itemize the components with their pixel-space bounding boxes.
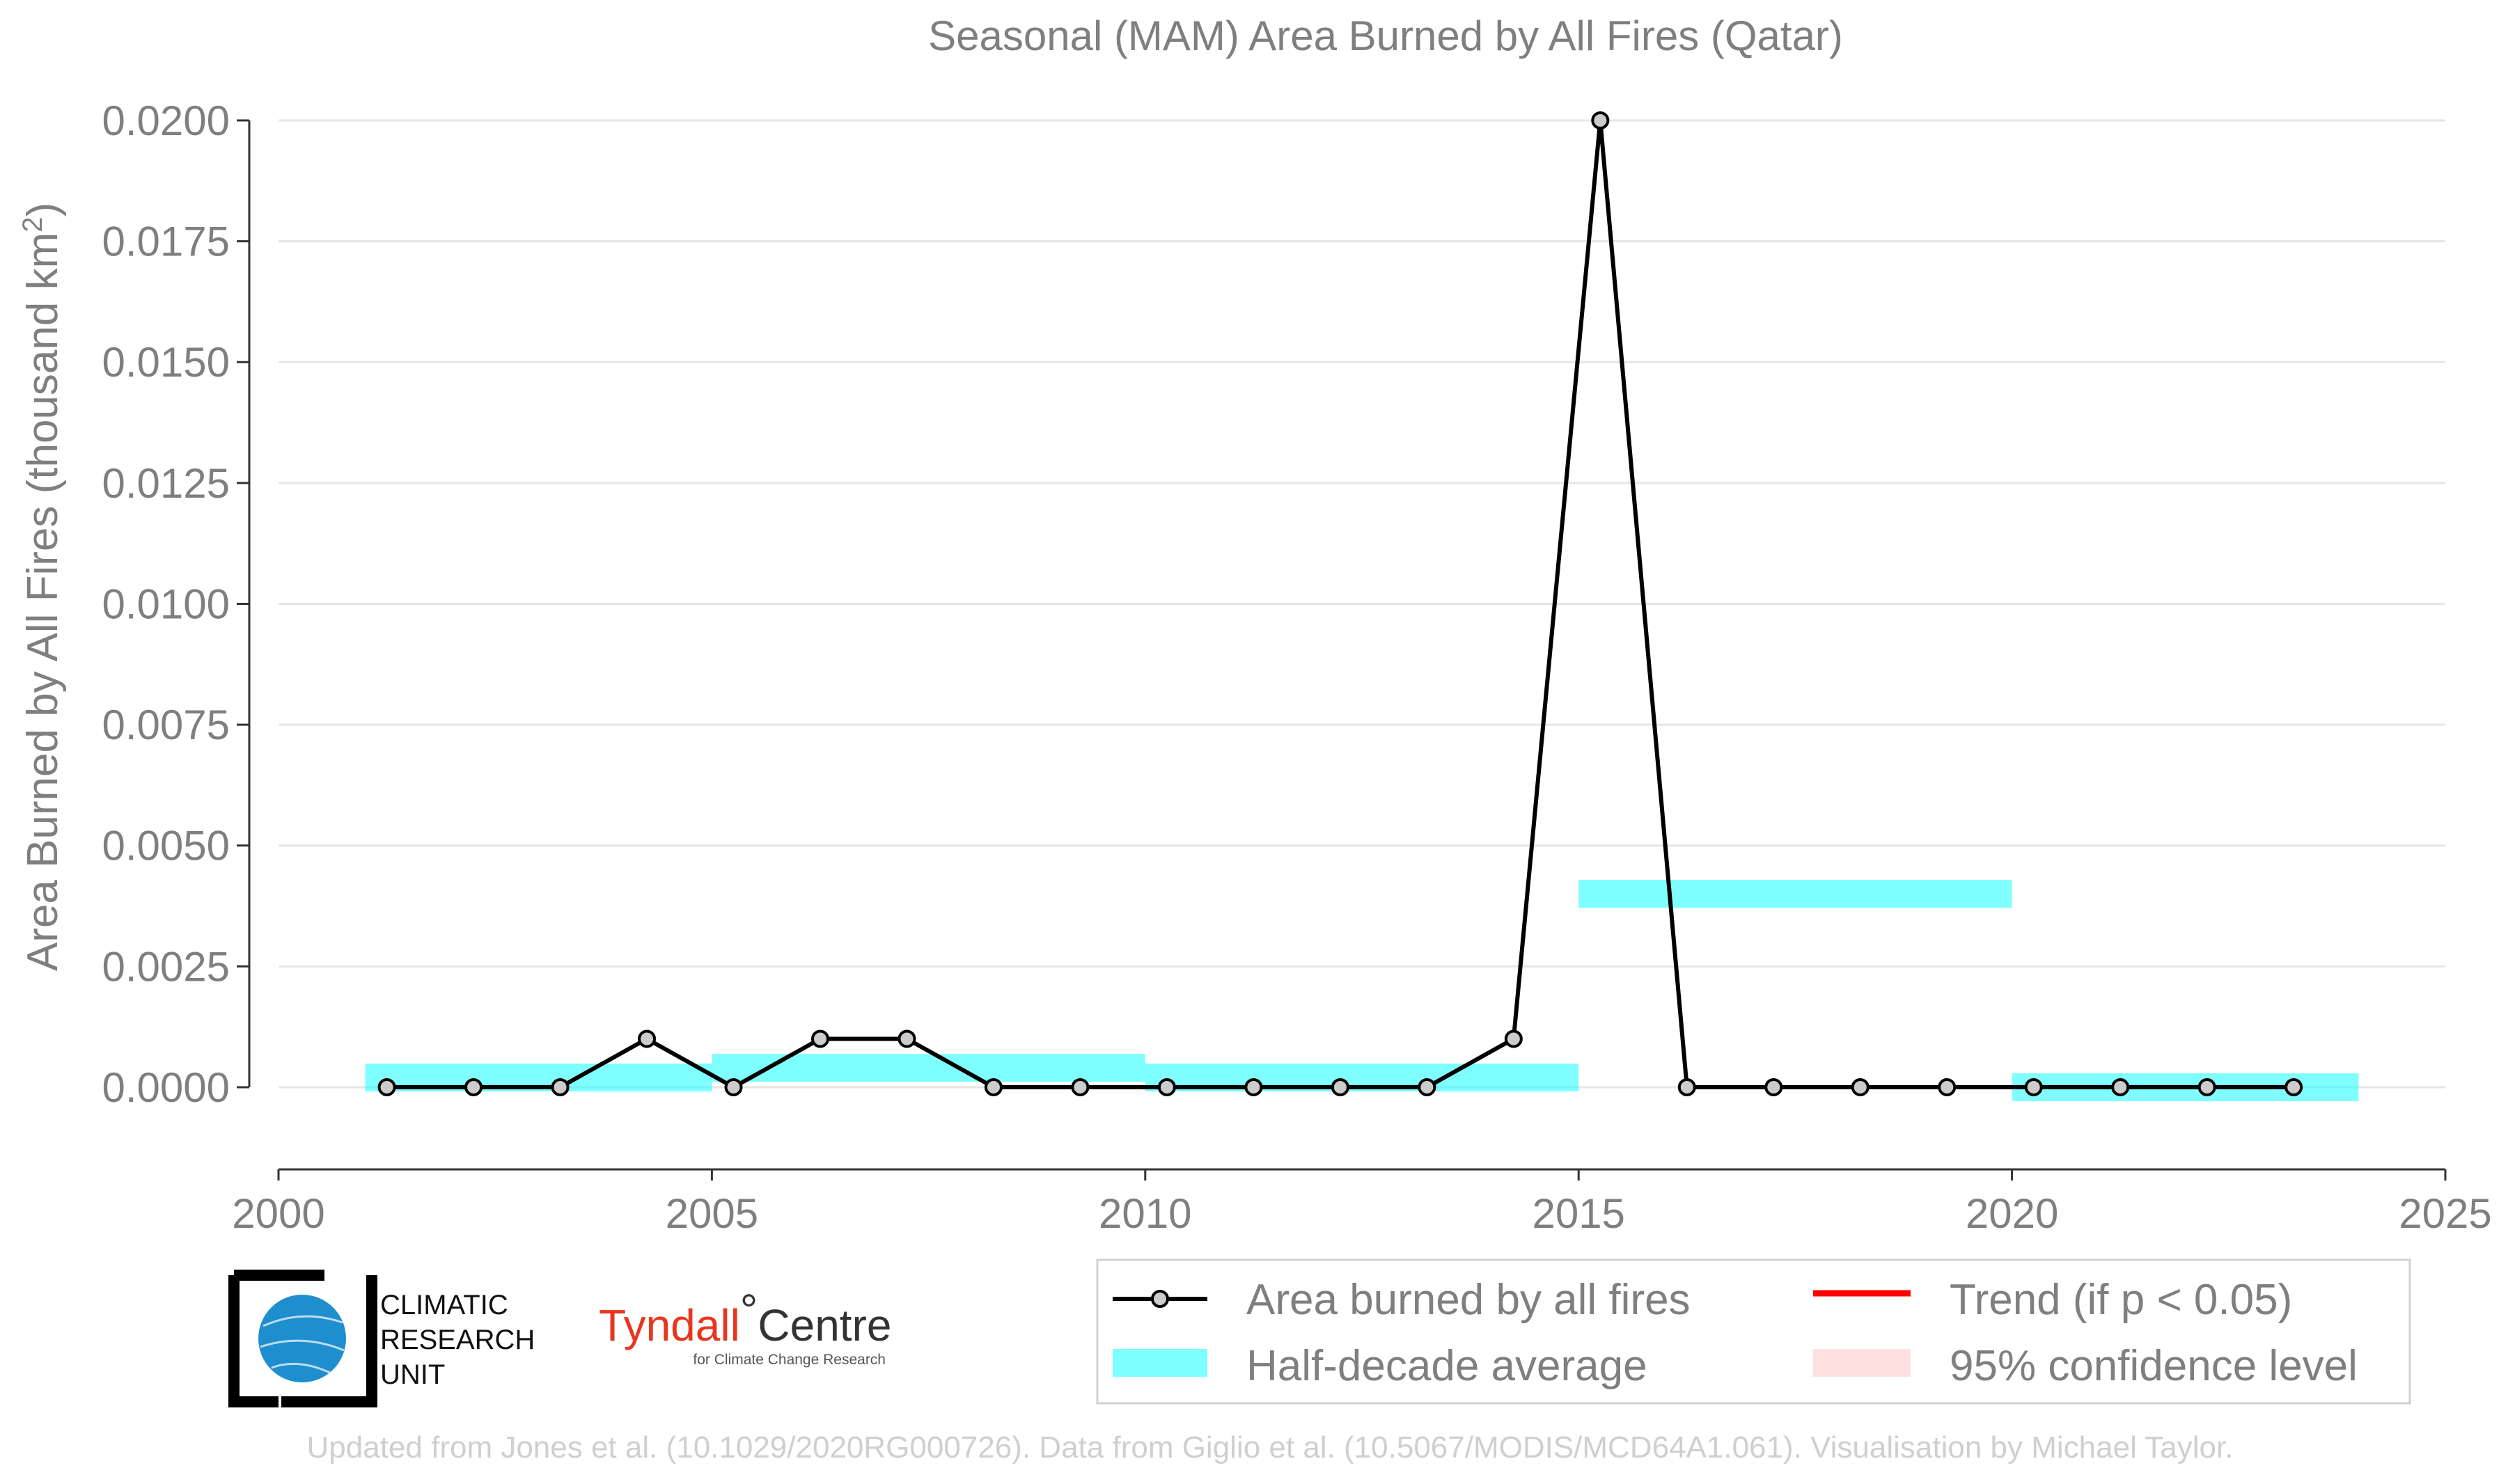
data-point (551, 1078, 570, 1096)
series-markers (377, 111, 2303, 1096)
data-point (2284, 1078, 2303, 1096)
data-point (2197, 1078, 2216, 1096)
data-point (1591, 111, 1610, 129)
data-point (724, 1078, 743, 1096)
y-axis-label-end: ) (19, 203, 67, 217)
legend-label-series: Area burned by all fires (1246, 1276, 1691, 1324)
tyndall-degree: ° (740, 1285, 758, 1335)
cru-logo: CLIMATIC RESEARCH UNIT (228, 1270, 535, 1407)
cru-logo-frame (228, 1270, 377, 1407)
half-decade-average-bar (712, 1054, 1145, 1082)
cru-logo-text-1: CLIMATIC (380, 1290, 508, 1320)
data-point (898, 1029, 916, 1048)
y-tick-label: 0.0125 (102, 460, 230, 507)
data-point (1244, 1078, 1263, 1096)
y-tick-label: 0.0150 (102, 339, 230, 386)
data-point (464, 1078, 483, 1096)
x-tick-label: 2005 (666, 1190, 758, 1237)
tyndall-subtitle: for Climate Change Research (693, 1352, 886, 1368)
data-point (1504, 1029, 1523, 1048)
y-tick-label: 0.0075 (102, 702, 230, 748)
x-tick-label: 2010 (1099, 1190, 1191, 1237)
data-point (1418, 1078, 1436, 1096)
tyndall-centre-word: Centre (758, 1300, 891, 1350)
cru-globe-lines (260, 1315, 345, 1376)
data-point (377, 1078, 396, 1096)
data-point (1764, 1078, 1783, 1096)
data-point (1677, 1078, 1696, 1096)
legend-label-confidence: 95% confidence level (1950, 1342, 2358, 1390)
tyndall-word: Tyndall (599, 1300, 740, 1350)
data-credit: Updated from Jones et al. (10.1029/2020R… (307, 1430, 2234, 1465)
data-point (1331, 1078, 1349, 1096)
data-point (638, 1029, 657, 1048)
chart-title: Seasonal (MAM) Area Burned by All Fires … (928, 13, 1843, 59)
cru-logo-text-3: UNIT (380, 1359, 445, 1390)
gridlines (279, 119, 2445, 1089)
y-axis-ticks: 0.0000 0.0025 0.0050 0.0075 0.0100 0.0125 0.01… (102, 97, 249, 1111)
data-point (1157, 1078, 1176, 1096)
legend-box (1096, 1258, 2411, 1405)
y-axis-label: Area Burned by All Fires (thousand km2) (17, 203, 67, 971)
y-tick-label: 0.0025 (102, 943, 230, 990)
y-tick-label: 0.0100 (102, 581, 230, 627)
data-point (2024, 1078, 2043, 1096)
half-decade-average-bars (365, 880, 2359, 1101)
half-decade-average-bar (1578, 880, 2012, 908)
data-point (1938, 1078, 1957, 1096)
y-axis-label-superscript: 2 (17, 217, 48, 232)
legend-swatch-half-decade (1113, 1349, 1207, 1377)
tyndall-logo: Tyndall°Centre for Climate Change Resear… (599, 1285, 891, 1368)
data-point (1851, 1078, 1870, 1096)
data-point (811, 1029, 829, 1048)
cru-logo-text-2: RESEARCH (380, 1325, 535, 1355)
tyndall-wordmark: Tyndall°Centre (599, 1285, 891, 1350)
x-tick-label: 2025 (2399, 1190, 2491, 1237)
y-tick-label: 0.0200 (102, 97, 230, 144)
legend: Area burned by all fires Trend (if p < 0… (1096, 1258, 2411, 1405)
data-point (2111, 1078, 2130, 1096)
legend-label-trend: Trend (if p < 0.05) (1950, 1276, 2292, 1324)
y-axis-label-text: Area Burned by All Fires (thousand km (19, 232, 67, 971)
data-point (1071, 1078, 1090, 1096)
y-tick-label: 0.0050 (102, 823, 230, 869)
cru-globe-icon (258, 1295, 346, 1382)
y-tick-label: 0.0175 (102, 219, 230, 265)
x-tick-label: 2015 (1532, 1190, 1624, 1237)
legend-swatch-series-marker (1151, 1290, 1169, 1308)
legend-label-half-decade: Half-decade average (1246, 1342, 1647, 1390)
y-tick-label: 0.0000 (102, 1064, 230, 1111)
data-point (984, 1078, 1003, 1096)
x-tick-label: 2000 (232, 1190, 324, 1237)
legend-swatch-confidence (1813, 1349, 1911, 1377)
x-axis-ticks: 2000 2005 2010 2015 2020 2025 (232, 1169, 2492, 1237)
x-tick-label: 2020 (1966, 1190, 2058, 1237)
